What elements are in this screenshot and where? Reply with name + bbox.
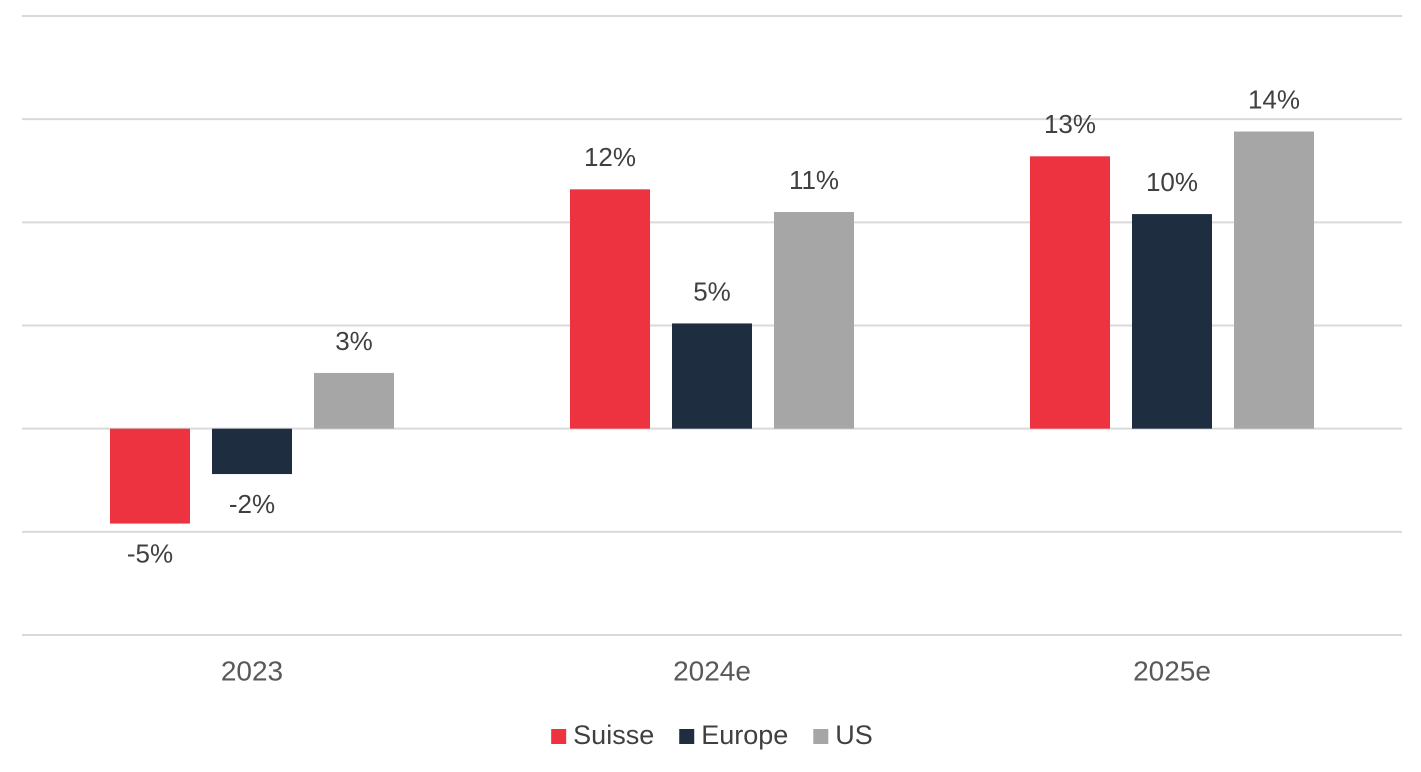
data-label: 3% xyxy=(335,326,373,356)
legend-swatch xyxy=(679,729,695,744)
data-label: 12% xyxy=(584,142,636,172)
bar xyxy=(1030,156,1110,429)
data-label: 14% xyxy=(1248,84,1300,114)
bar xyxy=(314,372,394,429)
legend-label: Suisse xyxy=(573,720,654,750)
data-label: 10% xyxy=(1146,167,1198,197)
data-label: 13% xyxy=(1044,109,1096,139)
legend-label: US xyxy=(835,720,873,750)
data-label: -2% xyxy=(229,489,275,519)
legend-swatch xyxy=(551,729,567,744)
data-label: 5% xyxy=(693,276,731,306)
bar xyxy=(774,212,854,429)
x-tick-label: 2025e xyxy=(1133,655,1211,686)
x-tick-label: 2023 xyxy=(221,655,283,686)
x-tick-label: 2024e xyxy=(673,655,751,686)
legend-label: Europe xyxy=(701,720,788,750)
bar xyxy=(212,428,292,475)
data-label: 11% xyxy=(789,165,839,195)
bar xyxy=(110,428,190,524)
bar xyxy=(672,323,752,429)
legend-swatch xyxy=(813,729,829,744)
bar xyxy=(570,189,650,429)
bar xyxy=(1132,214,1212,429)
bar xyxy=(1234,131,1314,429)
data-label: -5% xyxy=(127,538,173,568)
